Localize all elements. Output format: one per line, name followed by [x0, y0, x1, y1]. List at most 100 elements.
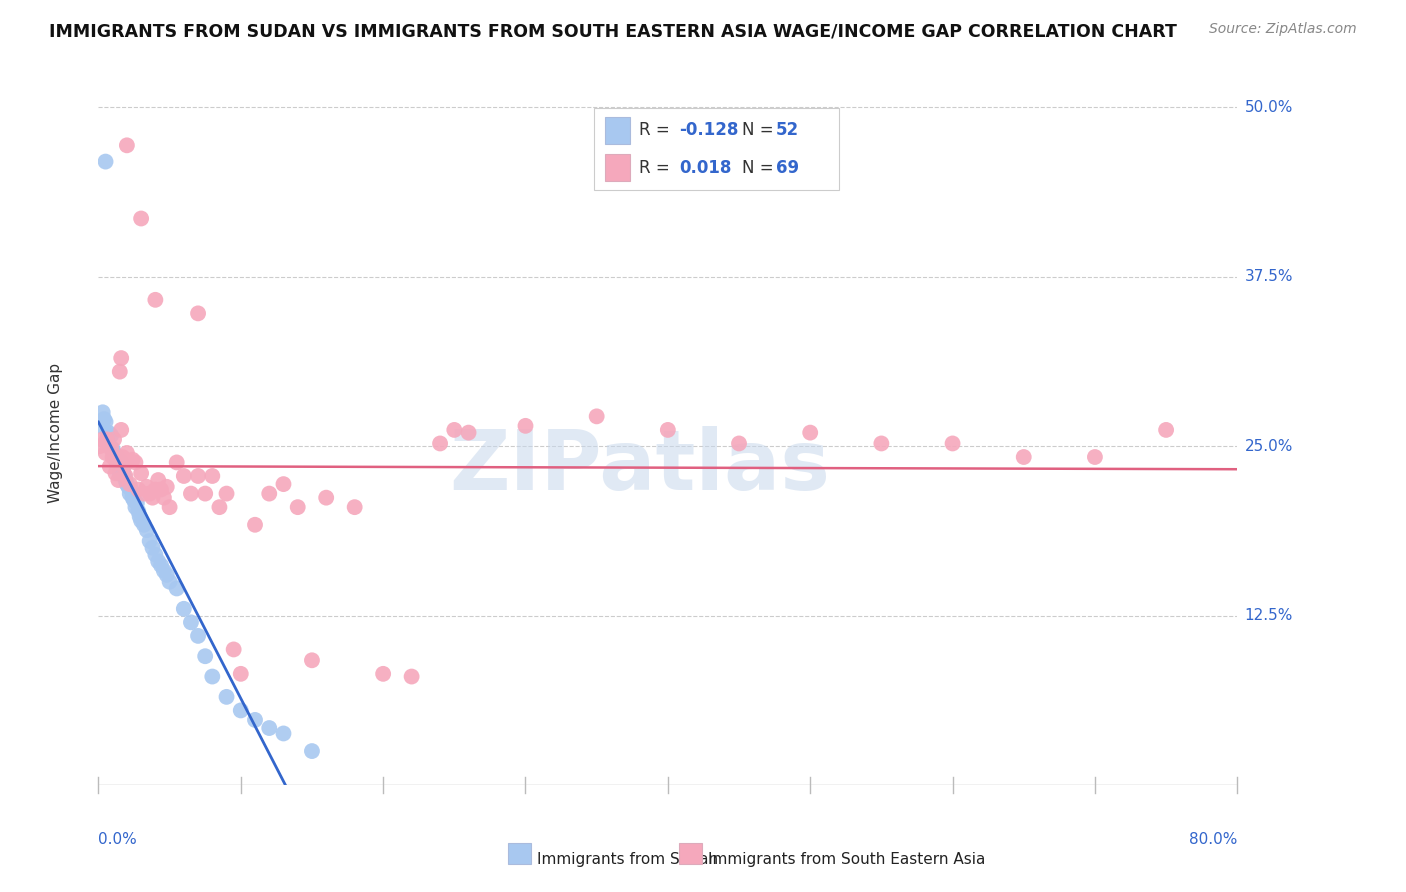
Point	[122, 493, 145, 508]
Text: 0.0%: 0.0%	[98, 832, 138, 847]
Point	[657, 423, 679, 437]
Point	[259, 721, 281, 735]
Text: 37.5%: 37.5%	[1244, 269, 1294, 285]
Text: 12.5%: 12.5%	[1244, 608, 1292, 624]
Point	[194, 486, 217, 500]
Point	[215, 690, 238, 704]
Point	[138, 534, 160, 549]
Point	[150, 558, 173, 573]
Point	[148, 554, 170, 568]
Bar	[605, 117, 630, 144]
Text: Source: ZipAtlas.com: Source: ZipAtlas.com	[1209, 22, 1357, 37]
Point	[111, 450, 134, 464]
Text: 80.0%: 80.0%	[1189, 832, 1237, 847]
Text: 50.0%: 50.0%	[1244, 100, 1292, 115]
Point	[124, 455, 146, 469]
Point	[585, 409, 607, 424]
Point	[118, 486, 141, 500]
Point	[401, 669, 423, 683]
Bar	[605, 154, 630, 181]
Text: 0.018: 0.018	[679, 159, 731, 177]
Text: ZIPatlas: ZIPatlas	[449, 426, 830, 507]
Text: Immigrants from Sudan: Immigrants from Sudan	[537, 852, 718, 867]
Point	[128, 509, 150, 524]
Point	[118, 477, 141, 491]
Text: Wage/Income Gap: Wage/Income Gap	[48, 362, 63, 503]
Point	[166, 582, 188, 596]
Point	[173, 469, 195, 483]
Text: 69: 69	[776, 159, 799, 177]
Text: R =: R =	[640, 159, 681, 177]
Point	[201, 469, 224, 483]
Point	[94, 415, 117, 429]
Point	[108, 467, 131, 481]
Text: 25.0%: 25.0%	[1244, 439, 1292, 454]
Point	[104, 467, 127, 481]
Point	[121, 491, 143, 505]
Point	[942, 436, 965, 450]
Point	[103, 446, 125, 460]
Point	[373, 666, 395, 681]
Point	[105, 455, 128, 469]
Point	[125, 496, 148, 510]
Text: IMMIGRANTS FROM SUDAN VS IMMIGRANTS FROM SOUTH EASTERN ASIA WAGE/INCOME GAP CORR: IMMIGRANTS FROM SUDAN VS IMMIGRANTS FROM…	[49, 22, 1177, 40]
Point	[111, 464, 134, 478]
Point	[115, 138, 138, 153]
Point	[145, 293, 167, 307]
Point	[117, 480, 139, 494]
Point	[91, 405, 114, 419]
Point	[301, 653, 323, 667]
Point	[443, 423, 465, 437]
Point	[115, 477, 138, 491]
Point	[141, 491, 163, 505]
Point	[115, 446, 138, 460]
Point	[145, 483, 167, 497]
Point	[243, 713, 266, 727]
Point	[94, 446, 117, 460]
Point	[103, 433, 125, 447]
Point	[120, 483, 142, 497]
Bar	[509, 843, 531, 863]
Text: 52: 52	[776, 121, 799, 139]
Point	[148, 473, 170, 487]
Point	[121, 452, 143, 467]
Point	[343, 500, 366, 515]
Point	[229, 666, 252, 681]
Point	[799, 425, 821, 440]
Text: N =: N =	[742, 159, 779, 177]
Point	[187, 629, 209, 643]
Point	[104, 452, 127, 467]
Point	[112, 459, 135, 474]
Point	[156, 480, 179, 494]
Point	[127, 504, 149, 518]
Point	[135, 480, 157, 494]
Point	[187, 469, 209, 483]
Point	[101, 442, 124, 456]
Point	[129, 211, 152, 226]
Point	[110, 351, 132, 365]
Point	[135, 523, 157, 537]
Point	[91, 433, 114, 447]
Point	[215, 486, 238, 500]
Point	[129, 514, 152, 528]
Point	[301, 744, 323, 758]
Point	[98, 459, 121, 474]
Point	[208, 500, 231, 515]
Point	[429, 436, 451, 450]
Point	[138, 486, 160, 500]
Point	[90, 418, 112, 433]
Point	[159, 500, 181, 515]
Point	[259, 486, 281, 500]
Point	[96, 433, 118, 447]
Point	[728, 436, 751, 450]
Point	[201, 669, 224, 683]
Point	[97, 425, 120, 440]
Point	[273, 477, 295, 491]
Text: N =: N =	[742, 121, 779, 139]
Point	[870, 436, 893, 450]
Text: -0.128: -0.128	[679, 121, 738, 139]
Point	[110, 455, 132, 469]
Point	[124, 500, 146, 515]
Point	[222, 642, 245, 657]
Point	[173, 601, 195, 615]
